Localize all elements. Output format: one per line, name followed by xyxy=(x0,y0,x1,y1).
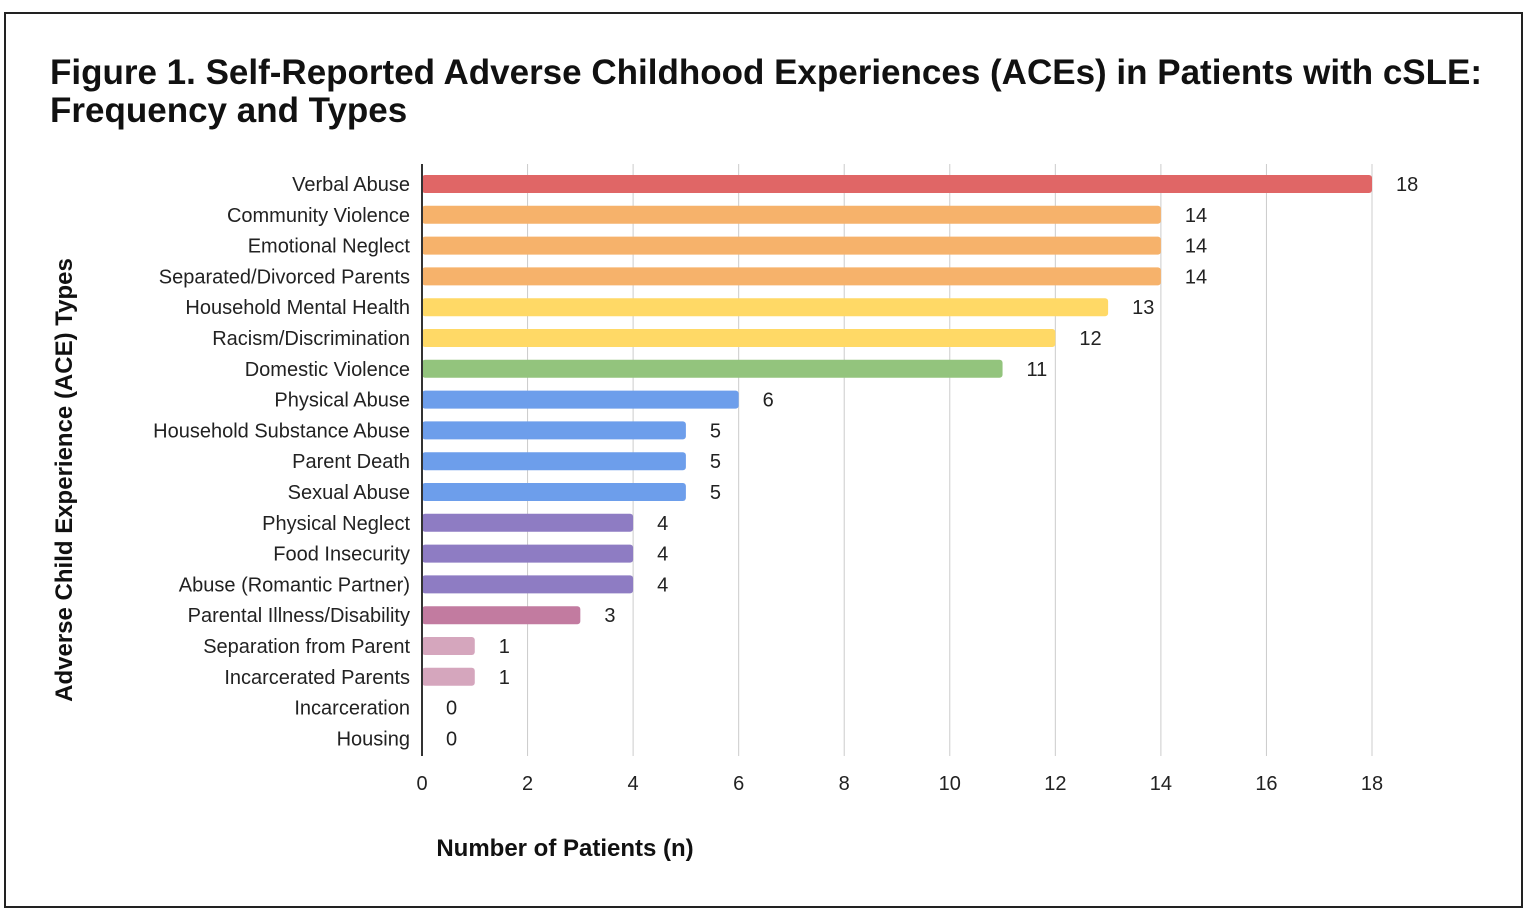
data-label: 13 xyxy=(1132,297,1154,319)
bar xyxy=(422,421,686,440)
data-label: 0 xyxy=(446,728,457,750)
bar xyxy=(422,513,634,532)
figure-frame xyxy=(4,12,1523,908)
category-label: Parent Death xyxy=(292,451,410,473)
bar xyxy=(422,329,1056,347)
category-label: Abuse (Romantic Partner) xyxy=(179,574,410,596)
category-label: Emotional Neglect xyxy=(248,236,411,258)
x-tick-label: 2 xyxy=(522,773,533,795)
bar xyxy=(422,544,634,563)
category-label: Separated/Divorced Parents xyxy=(159,266,410,288)
category-label: Household Substance Abuse xyxy=(153,420,410,442)
bar xyxy=(422,637,475,655)
chart-title: Figure 1. Self-Reported Adverse Childhoo… xyxy=(50,53,1483,130)
data-label: 5 xyxy=(710,420,721,442)
category-label: Physical Abuse xyxy=(274,390,410,412)
data-label: 14 xyxy=(1185,236,1207,258)
bar xyxy=(422,575,634,594)
category-label: Verbal Abuse xyxy=(292,174,410,196)
x-tick-label: 10 xyxy=(939,773,961,795)
category-label: Community Violence xyxy=(227,205,410,227)
bar xyxy=(422,667,475,686)
bar xyxy=(422,390,739,409)
data-label: 4 xyxy=(657,574,668,596)
x-tick-label: 6 xyxy=(733,773,744,795)
x-tick-label: 14 xyxy=(1150,773,1172,795)
x-tick-label: 18 xyxy=(1361,773,1383,795)
category-label: Food Insecurity xyxy=(273,544,410,566)
data-label: 12 xyxy=(1079,328,1101,350)
category-label: Incarcerated Parents xyxy=(224,667,410,689)
category-label: Parental Illness/Disability xyxy=(188,605,410,627)
data-label: 4 xyxy=(657,544,668,566)
category-label: Physical Neglect xyxy=(262,513,410,535)
bar xyxy=(422,175,1372,193)
category-label: Racism/Discrimination xyxy=(212,328,410,350)
bar xyxy=(422,483,686,501)
bar xyxy=(422,359,1003,378)
bar xyxy=(422,606,581,625)
data-label: 4 xyxy=(657,513,668,535)
data-label: 5 xyxy=(710,451,721,473)
data-label: 14 xyxy=(1185,205,1207,227)
data-label: 18 xyxy=(1396,174,1418,196)
bar xyxy=(422,452,686,471)
x-axis-title: Number of Patients (n) xyxy=(436,835,693,862)
bar xyxy=(422,267,1161,286)
data-label: 3 xyxy=(604,605,615,627)
data-label: 14 xyxy=(1185,266,1207,288)
category-label: Domestic Violence xyxy=(245,359,410,381)
x-tick-label: 4 xyxy=(628,773,639,795)
category-label: Sexual Abuse xyxy=(288,482,410,504)
x-tick-label: 0 xyxy=(416,773,427,795)
x-tick-label: 16 xyxy=(1255,773,1277,795)
bar xyxy=(422,298,1109,317)
x-tick-label: 8 xyxy=(839,773,850,795)
data-label: 1 xyxy=(499,636,510,658)
x-tick-label: 12 xyxy=(1044,773,1066,795)
bar xyxy=(422,205,1161,224)
category-label: Household Mental Health xyxy=(185,297,410,319)
category-label: Incarceration xyxy=(294,698,410,720)
data-label: 1 xyxy=(499,667,510,689)
data-label: 6 xyxy=(763,390,774,412)
category-label: Housing xyxy=(337,728,410,750)
data-label: 11 xyxy=(1027,359,1048,381)
y-axis-title: Adverse Child Experience (ACE) Types xyxy=(51,258,78,702)
bar xyxy=(422,236,1161,255)
data-label: 0 xyxy=(446,698,457,720)
data-label: 5 xyxy=(710,482,721,504)
category-label: Separation from Parent xyxy=(203,636,410,658)
